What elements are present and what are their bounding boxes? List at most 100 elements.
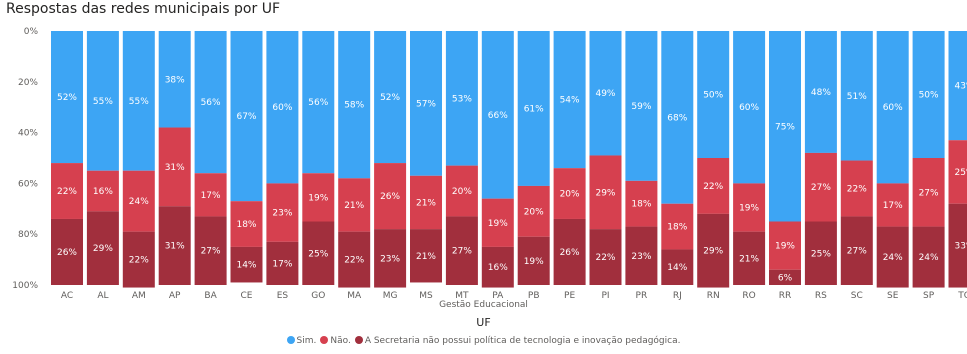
data-label: 49%: [595, 89, 615, 99]
bar-segment: [840, 216, 873, 285]
x-tick-label: RO: [742, 291, 755, 300]
bar-segment: [122, 231, 155, 288]
data-label: 52%: [380, 93, 400, 103]
x-tick-label: PB: [528, 291, 540, 300]
bar-segment: [912, 226, 945, 288]
bar-segment: [804, 152, 837, 222]
bar-segment: [338, 31, 371, 179]
chart-title: Respostas das redes municipais por UF: [6, 1, 280, 17]
x-tick-label: RR: [779, 291, 792, 300]
y-tick-label: 60%: [18, 179, 38, 189]
data-label: 75%: [775, 122, 795, 132]
data-label: 29%: [595, 188, 615, 198]
stacked-bar-chart: 0% 20% 40% 60% 80% 100% 52% 22% 26% 55% 16% 29% 55%…: [12, 27, 967, 300]
bar-segment: [804, 31, 837, 153]
bar-segment: [589, 229, 622, 285]
bar-segment: [661, 203, 694, 250]
data-label: 19%: [488, 219, 508, 229]
data-label: 27%: [847, 247, 867, 257]
bar-segment: [948, 140, 967, 204]
bar-segment: [374, 163, 407, 230]
x-tick-label: PI: [601, 291, 609, 300]
bar-segment: [733, 231, 766, 285]
x-tick-label: GO: [311, 291, 325, 300]
x-tick-label: MG: [383, 291, 398, 300]
bar-segment: [876, 31, 909, 184]
x-tick-label: PA: [492, 291, 504, 300]
data-label: 33%: [954, 242, 967, 252]
x-tick-label: BA: [204, 291, 217, 300]
data-label: 17%: [201, 191, 221, 201]
x-tick-label: AL: [97, 291, 108, 300]
y-tick-label: 80%: [18, 230, 38, 240]
legend-dot-icon: [354, 336, 363, 344]
data-label: 66%: [488, 111, 508, 121]
data-label: 31%: [165, 163, 185, 173]
data-label: 26%: [380, 192, 400, 202]
data-label: 24%: [919, 253, 939, 263]
bar-segment: [553, 168, 586, 219]
data-label: 51%: [847, 92, 867, 102]
x-tick-label: RN: [707, 291, 720, 300]
legend-dot-icon: [286, 336, 295, 344]
data-label: 55%: [129, 97, 149, 107]
data-label: 16%: [93, 187, 113, 197]
data-label: 22%: [129, 256, 149, 266]
bar-segment: [230, 201, 263, 247]
x-tick-label: PR: [636, 291, 648, 300]
bar-segment: [948, 203, 967, 288]
bar-segment: [912, 158, 945, 227]
data-label: 60%: [883, 103, 903, 113]
data-label: 58%: [344, 101, 364, 111]
data-label: 60%: [739, 103, 759, 113]
bar-segment: [158, 127, 191, 207]
x-tick-label: SP: [923, 291, 935, 300]
x-tick-label: AM: [132, 291, 146, 300]
bar-segment: [733, 183, 766, 232]
x-axis-title: UF: [476, 316, 491, 329]
y-tick-label: 20%: [18, 78, 38, 88]
bar-segment: [122, 31, 155, 171]
bar-segment: [517, 236, 550, 285]
data-label: 68%: [667, 113, 687, 123]
y-tick-label: 100%: [12, 281, 38, 291]
data-label: 19%: [739, 204, 759, 214]
bar-segment: [912, 31, 945, 158]
bar-segment: [697, 31, 730, 158]
legend-item[interactable]: Não.: [320, 336, 351, 346]
data-label: 26%: [560, 248, 580, 258]
data-label: 14%: [236, 261, 256, 271]
bar-segment: [661, 31, 694, 204]
data-label: 17%: [272, 259, 292, 269]
bar-segment: [445, 165, 478, 217]
bar-segment: [733, 31, 766, 184]
data-label: 26%: [57, 248, 77, 258]
bar-segment: [338, 231, 371, 288]
bar-segment: [266, 31, 299, 184]
data-label: 21%: [344, 201, 364, 211]
x-tick-label: AP: [169, 291, 181, 300]
legend-item[interactable]: Sim.: [286, 336, 316, 346]
data-label: 27%: [919, 188, 939, 198]
bar-segment: [445, 31, 478, 166]
bar-segment: [876, 183, 909, 227]
data-label: 19%: [775, 242, 795, 252]
data-label: 25%: [954, 168, 967, 178]
bar-segment: [804, 221, 837, 285]
data-label: 60%: [272, 103, 292, 113]
data-label: 18%: [667, 223, 687, 233]
data-label: 23%: [272, 209, 292, 219]
bar-segment: [410, 175, 442, 230]
data-label: 14%: [667, 263, 687, 273]
bar-segment: [51, 218, 83, 285]
bar-segment: [625, 226, 658, 285]
bar-segment: [194, 31, 227, 174]
data-label: 52%: [57, 93, 77, 103]
legend-item[interactable]: A Secretaria não possui política de tecn…: [354, 336, 680, 346]
data-label: 6%: [778, 273, 793, 283]
bar-segment: [374, 229, 407, 288]
bar-segment: [51, 31, 83, 164]
bar-segment: [86, 170, 119, 212]
data-label: 57%: [416, 99, 436, 109]
x-tick-label: MS: [419, 291, 433, 300]
